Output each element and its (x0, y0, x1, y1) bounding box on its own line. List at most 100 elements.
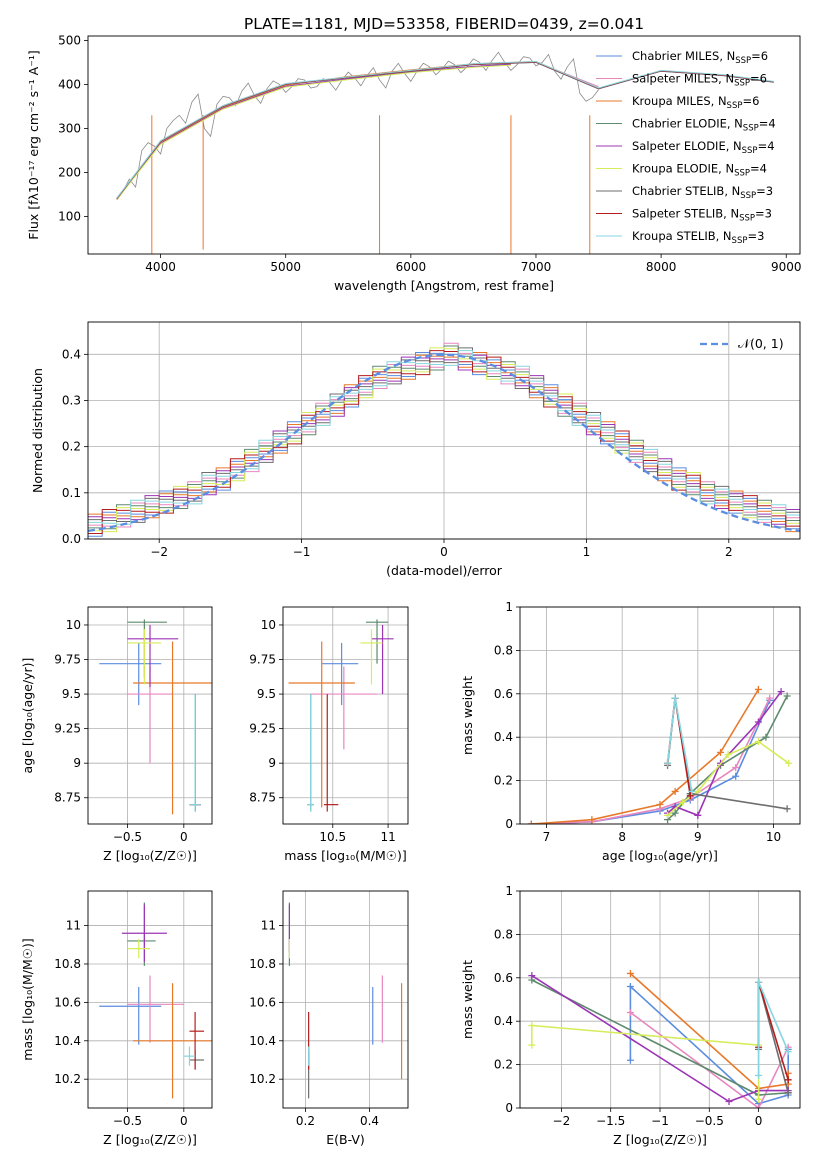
panel-mass_vs_Z: −0.5 0 10.2 10.4 10.6 10.8 11 Z [log₁₀(Z/Z☉)] ma… (20, 890, 213, 1147)
y-axis-label: mass [log₁₀(M/M☉)] (20, 938, 35, 1060)
y-tick-label: 0.8 (494, 643, 513, 657)
y-axis-label: Normed distribution (30, 368, 45, 493)
y-tick-label: 200 (58, 166, 81, 180)
x-axis-label: mass [log₁₀(M/M☉)] (284, 848, 406, 863)
y-tick-label: 9 (73, 756, 81, 770)
mass-weight-marker (784, 1048, 792, 1056)
mass-weight-marker (785, 759, 793, 767)
x-tick-label: 4000 (145, 260, 176, 274)
x-tick-label: 0.2 (296, 1114, 315, 1128)
mass-weight-marker (588, 816, 596, 824)
legend-entry: 𝒩(0, 1) (738, 336, 784, 351)
axes-frame (519, 890, 801, 1109)
y-axis-label: Flux [fλ10⁻¹⁷ erg cm⁻² s⁻¹ A⁻¹] (26, 50, 41, 239)
y-axis-label: age [log₁₀(age/yr)] (20, 658, 35, 774)
mass-weight-marker (679, 798, 687, 806)
plot-area (88, 342, 800, 537)
mass-weight-marker (717, 748, 725, 756)
x-axis-label: Z [log₁₀(Z/Z☉)] (103, 848, 197, 863)
axes-frame (87, 321, 801, 540)
x-axis-label: Z [log₁₀(Z/Z☉)] (613, 1132, 707, 1147)
y-tick-label: 10.8 (54, 957, 81, 971)
mass-weight-marker (528, 1022, 536, 1030)
x-tick-label: 10.5 (319, 830, 346, 844)
y-tick-label: 0.4 (62, 347, 81, 361)
x-tick-label: −0.5 (113, 1114, 142, 1128)
mass-weight-marker (783, 805, 791, 813)
model-spectrum-line (116, 64, 511, 200)
y-tick-label: 0 (505, 1101, 513, 1115)
mass-weight-marker (732, 772, 740, 780)
mass-weight-marker (688, 787, 696, 795)
x-tick-label: −1 (293, 545, 311, 559)
y-tick-label: 11 (261, 919, 276, 933)
y-tick-label: 0.6 (494, 971, 513, 985)
y-tick-label: 9.75 (54, 653, 81, 667)
x-tick-label: −2 (150, 545, 168, 559)
mass-weight-marker (671, 694, 679, 702)
mass-weight-marker (664, 759, 672, 767)
residual-histogram (88, 350, 800, 525)
x-axis-label: (data-model)/error (386, 563, 503, 578)
mass-weight-line (667, 740, 790, 816)
y-tick-label: 300 (58, 121, 81, 135)
mass-weight-marker (755, 1071, 763, 1079)
mass-weight-line (667, 691, 782, 817)
y-tick-label: 9.5 (62, 687, 81, 701)
mass-weight-marker (755, 1095, 763, 1103)
mass-weight-marker (725, 1097, 733, 1105)
panel-age_vs_Z: −0.5 0 8.75 9 9.25 9.5 9.75 10 Z [log₁₀(Z/Z☉)] ag… (20, 606, 213, 863)
mass-weight-marker (694, 787, 702, 795)
model-spectrum-line (116, 60, 774, 199)
legend-entry: Salpeter STELIB, NSSP=3 (632, 207, 772, 224)
mass-weight-marker (762, 733, 770, 741)
model-spectrum-line (116, 63, 511, 199)
y-tick-label: 1 (505, 600, 513, 614)
plot-area (116, 51, 774, 254)
mass-weight-marker (626, 969, 634, 977)
axes-frame (87, 606, 213, 825)
y-tick-label: 0.2 (494, 1058, 513, 1072)
x-tick-label: 8 (618, 830, 626, 844)
y-tick-label: 0.0 (62, 532, 81, 546)
x-axis-label: wavelength [Angstrom, rest frame] (334, 278, 554, 293)
legend-entry: Chabrier MILES, NSSP=6 (632, 49, 768, 66)
y-tick-label: 0.6 (494, 687, 513, 701)
x-axis-label: age [log₁₀(age/yr)] (602, 848, 718, 863)
residual-histogram (88, 345, 800, 530)
residual-histogram (88, 354, 800, 525)
mass-weight-marker (724, 751, 732, 759)
y-tick-label: 10 (66, 618, 81, 632)
mass-weight-marker (626, 1056, 634, 1064)
x-tick-label: −0.5 (695, 1114, 724, 1128)
x-tick-label: −1 (651, 1114, 669, 1128)
mass-weight-marker (784, 1076, 792, 1084)
y-tick-label: 10.8 (249, 957, 276, 971)
axes-frame (87, 890, 213, 1109)
panel-residuals: −2 −1 0 1 2 0.0 0.1 0.2 0.3 0.4 (data-model)/error… (30, 321, 801, 578)
axes-frame (282, 606, 409, 825)
y-tick-label: 0.2 (62, 440, 81, 454)
mass-weight-marker (671, 787, 679, 795)
y-tick-label: 0.4 (494, 730, 513, 744)
y-tick-label: 0.8 (494, 927, 513, 941)
y-tick-label: 0.1 (62, 486, 81, 500)
x-tick-label: −1.5 (596, 1114, 625, 1128)
legend-entry: Kroupa ELODIE, NSSP=4 (632, 162, 767, 179)
legend-entry: Salpeter ELODIE, NSSP=4 (632, 139, 775, 156)
y-tick-label: 0.2 (494, 774, 513, 788)
legend-entry: Chabrier STELIB, NSSP=3 (632, 184, 773, 201)
mass-weight-line (667, 695, 788, 821)
mass-weight-line (531, 689, 760, 824)
y-tick-label: 10.4 (54, 1034, 81, 1048)
y-axis-label: mass weight (460, 960, 475, 1039)
mass-weight-marker (686, 792, 694, 800)
residual-histogram (88, 350, 800, 534)
y-tick-label: 10.6 (249, 995, 276, 1009)
axes-frame (519, 606, 801, 825)
y-tick-label: 400 (58, 77, 81, 91)
x-tick-label: 11 (380, 830, 395, 844)
panel-mass_weight_vs_Z: −2 −1.5 −1 −0.5 0 0 0.2 0.4 0.6 0.8 1 Z [log₁₀(Z/Z☉… (460, 884, 801, 1147)
x-tick-label: 10 (766, 830, 781, 844)
